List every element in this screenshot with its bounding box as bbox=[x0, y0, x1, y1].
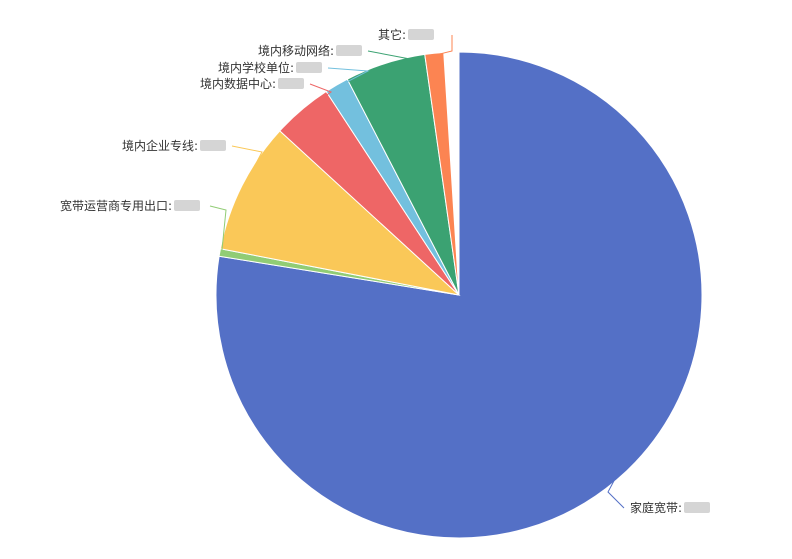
slice-label: 宽带运营商专用出口: bbox=[60, 198, 172, 213]
label-leader-line bbox=[607, 478, 625, 509]
redacted-value-blur bbox=[174, 200, 200, 211]
slice-label-name: 其它: bbox=[378, 27, 406, 42]
redacted-value-blur bbox=[408, 29, 434, 40]
pie-slice[interactable] bbox=[424, 51, 460, 296]
label-leader-line bbox=[209, 205, 227, 253]
slice-label-name: 家庭宽带: bbox=[630, 500, 682, 515]
pie-labels: 家庭宽带: 宽带运营商专用出口: 境内企业专线: 境内数据中心:境内学校单位: 境内移动… bbox=[60, 27, 710, 515]
label-leader-line bbox=[367, 50, 411, 66]
slice-label: 境内企业专线: bbox=[122, 138, 198, 153]
redacted-value-blur bbox=[278, 78, 304, 89]
label-leader-line bbox=[327, 67, 370, 88]
redacted-value-blur bbox=[684, 502, 710, 513]
slice-label-name: 境内企业专线: bbox=[122, 138, 198, 153]
slice-label: 境内数据中心: bbox=[200, 76, 276, 91]
pie-slice[interactable] bbox=[215, 51, 703, 539]
slice-label: 其它: bbox=[378, 27, 406, 42]
redacted-value-blur bbox=[336, 45, 362, 56]
slice-label: 境内移动网络: bbox=[258, 43, 334, 58]
redacted-value-blur bbox=[296, 62, 322, 73]
slice-label-name: 境内数据中心: bbox=[200, 76, 276, 91]
slice-label: 家庭宽带: bbox=[630, 500, 682, 515]
label-leader-line bbox=[231, 145, 263, 187]
pie-slice[interactable] bbox=[219, 130, 461, 296]
pie-slices bbox=[215, 51, 703, 539]
redacted-value-blur bbox=[200, 140, 226, 151]
slice-label-name: 境内学校单位: bbox=[218, 60, 294, 75]
slice-label-name: 宽带运营商专用出口: bbox=[60, 198, 172, 213]
slice-label-name: 境内移动网络: bbox=[258, 43, 334, 58]
label-leader-line bbox=[434, 35, 453, 56]
label-leader-line bbox=[302, 83, 333, 112]
slice-label: 境内学校单位: bbox=[218, 60, 294, 75]
